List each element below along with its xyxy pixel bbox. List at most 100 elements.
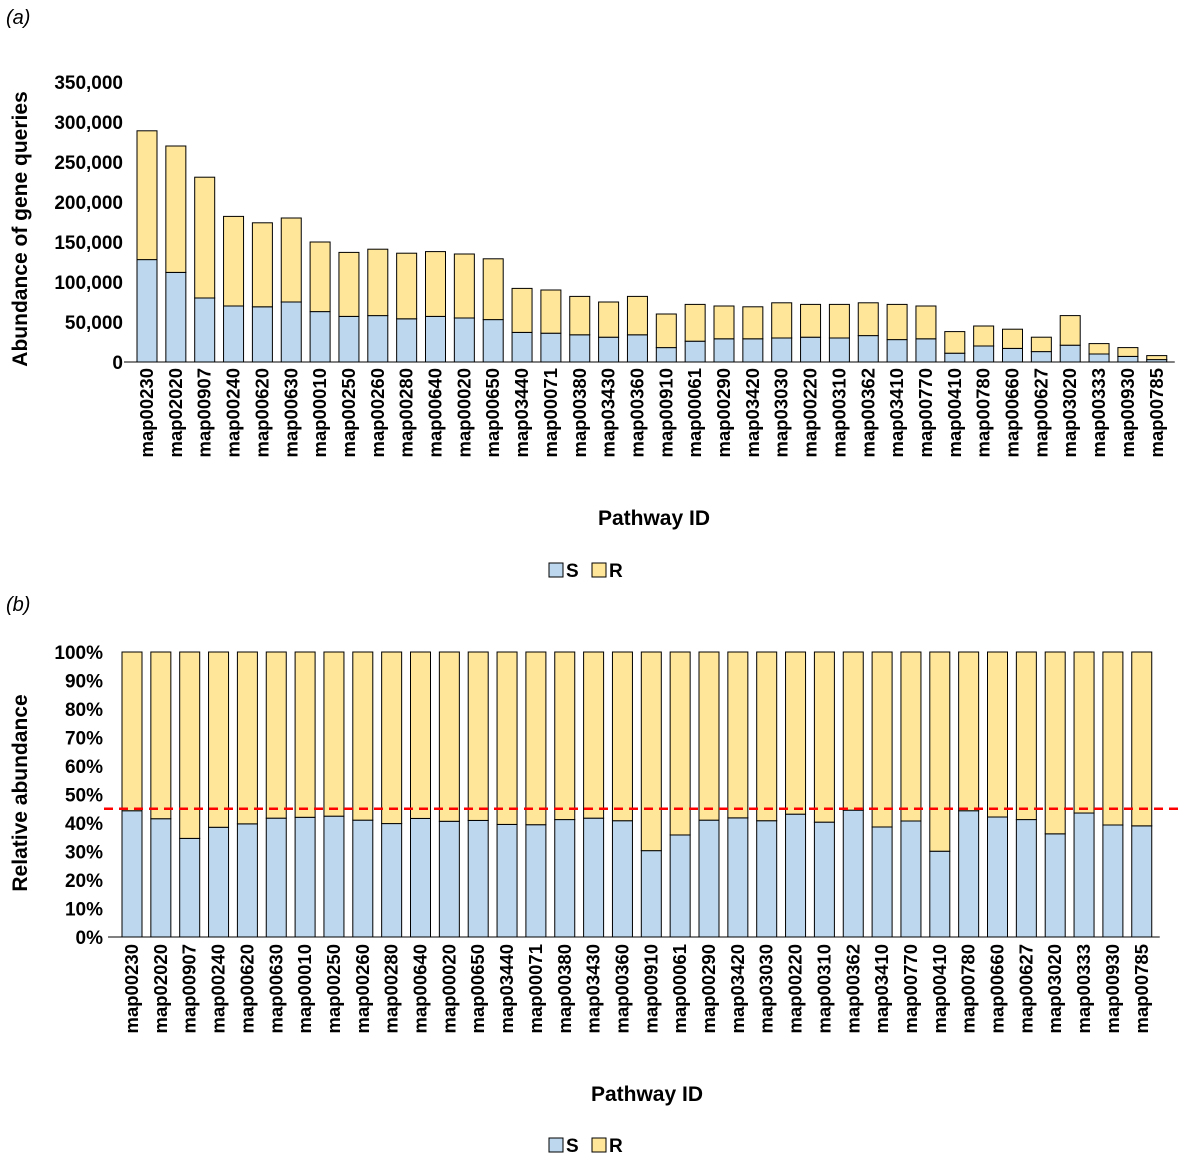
panel-a-bar-s-map00250 [338, 315, 360, 363]
panel-b-bar-s-map03430 [583, 817, 605, 938]
panel-b-x-tick-label: map00930 [1102, 944, 1123, 1033]
panel-a-bar-r-map00380 [569, 295, 591, 336]
panel-a-legend-swatch-s [548, 562, 564, 578]
panel-a-bar-s-map03410 [886, 339, 908, 363]
panel-b-legend-label-s: S [566, 1136, 579, 1157]
panel-a-bar-s-map00630 [280, 301, 302, 363]
panel-a-bar-s-map00362 [857, 335, 879, 363]
panel-a-bar-s-map02020 [165, 271, 187, 363]
panel-a-x-tick-label: map00620 [251, 368, 272, 457]
panel-b-x-tick-labels: map00230 map02020 map00907 map00240 map00620… [121, 944, 1152, 1033]
panel-a-bar-r-map00660 [1002, 328, 1023, 349]
panel-a-x-tick-label: map00061 [684, 368, 705, 457]
panel-b-bar-s-map00410 [929, 850, 951, 938]
panel-a-bar-s-map00071 [540, 332, 562, 363]
panel-b-bar-r-map00650 [467, 651, 489, 821]
panel-a-label: (a) [6, 7, 30, 29]
panel-a-y-tick-label: 150,000 [54, 233, 123, 254]
panel-b-x-tick-label: map00907 [179, 944, 200, 1033]
panel-b-x-tick-label: map00360 [611, 944, 632, 1033]
panel-a-bar-s-map03020 [1059, 344, 1081, 363]
panel-b-bar-s-map00220 [785, 813, 807, 938]
panel-b-x-tick-label: map00785 [1131, 944, 1152, 1033]
panel-a-x-tick-label: map00627 [1030, 368, 1051, 457]
panel-a-bar-s-map00280 [396, 318, 418, 363]
panel-b-y-tick-label: 100% [54, 643, 103, 664]
panel-a-bar-r-map03420 [742, 306, 764, 340]
panel-b-bar-s-map03020 [1044, 833, 1066, 938]
panel-a-bar-r-map03030 [771, 302, 793, 339]
panel-a-bar-r-map00627 [1030, 336, 1052, 353]
panel-a-bar-r-map00250 [338, 251, 360, 317]
panel-a-bar-s-map00310 [828, 337, 850, 363]
panel-a-bar-r-map00280 [396, 252, 418, 320]
panel-b-bar-r-map00630 [265, 651, 287, 819]
panel-b-x-tick-label: map00260 [352, 944, 373, 1033]
panel-b-x-tick-label: map00061 [669, 944, 690, 1033]
panel-b-bar-r-map00770 [900, 651, 922, 822]
panel-b-bar-r-map00907 [179, 651, 201, 839]
panel-a-bar-s-map00230 [136, 259, 158, 363]
panel-a-x-tick-label: map03420 [742, 368, 763, 457]
panel-a-bar-r-map03430 [598, 301, 620, 338]
panel-a-x-tick-label: map00380 [569, 368, 590, 457]
panel-b-legend-label-r: R [609, 1136, 623, 1157]
panel-b-bar-r-map03440 [496, 651, 518, 825]
panel-b-x-tick-label: map03030 [756, 944, 777, 1033]
panel-b-bar-r-map02020 [150, 651, 172, 820]
panel-a-x-tick-label: map00780 [973, 368, 994, 457]
panel-a-x-tick-label: map00230 [136, 368, 157, 457]
panel-b-x-tick-label: map00071 [525, 944, 546, 1033]
panel-b-x-tick-label: map00660 [987, 944, 1008, 1033]
panel-b-bar-s-map00250 [323, 815, 345, 938]
panel-a-bar-s-map00910 [655, 347, 677, 363]
panel-b-bar-s-map00020 [438, 820, 460, 938]
panel-a-x-tick-label: map00660 [1002, 368, 1023, 457]
panel-b-bar-s-map00260 [352, 819, 374, 938]
panel-b-bar-r-map00260 [352, 651, 374, 821]
panel-b-bar-r-map00240 [208, 651, 230, 828]
panel-b-bar-s-map00360 [611, 820, 633, 938]
panel-b-bar-r-map00930 [1102, 651, 1124, 826]
panel-a-legend-swatch-r [591, 562, 607, 578]
panel-b-x-tick-label: map00770 [900, 944, 921, 1033]
panel-b-bar-s-map00010 [294, 816, 316, 938]
panel-a-x-tick-label: map00630 [280, 368, 301, 457]
panel-a-bar-r-map00220 [800, 303, 822, 338]
panel-a-x-tick-label: map00770 [915, 368, 936, 457]
panel-a-x-tick-label: map00910 [655, 368, 676, 457]
panel-b-y-tick-label: 50% [65, 786, 103, 807]
panel-a-bar-s-map00660 [1002, 347, 1023, 363]
panel-b-y-tick-label: 20% [65, 871, 103, 892]
panel-b-y-tick-label: 60% [65, 757, 103, 778]
panel-b-y-tick-label: 70% [65, 729, 103, 750]
panel-a-bar-r-map00290 [713, 305, 735, 340]
panel-a-y-tick-label: 200,000 [54, 193, 123, 214]
panel-a-bar-s-map00620 [251, 306, 273, 363]
panel-b-x-tick-label: map00640 [410, 944, 431, 1033]
panel-a-x-tick-label: map00650 [482, 368, 503, 457]
panel-b-bar-s-map00230 [121, 810, 143, 938]
panel-b-bar-s-map03420 [727, 817, 749, 938]
panel-a-bar-r-map00310 [828, 303, 850, 339]
panel-b-bar-s-map00785 [1131, 825, 1153, 938]
panel-a-y-tick-label: 300,000 [54, 113, 123, 134]
panel-b-bar-s-map00240 [208, 826, 230, 938]
panel-a-bar-s-map00650 [482, 319, 504, 363]
panel-b-bar-r-map00250 [323, 651, 345, 817]
panel-b-x-tick-label: map02020 [150, 944, 171, 1033]
panel-b-bar-r-map00290 [698, 651, 720, 821]
panel-a-x-tick-label: map00930 [1117, 368, 1138, 457]
panel-b-bar-r-map03430 [583, 651, 605, 819]
panel-a-legend-label-r: R [609, 561, 623, 582]
panel-a-bar-r-map00230 [136, 130, 158, 261]
panel-a-bar-s-map00780 [973, 345, 995, 363]
panel-b-x-tick-label: map00333 [1073, 944, 1094, 1033]
panel-b-bar-r-map00627 [1015, 651, 1037, 821]
panel-b-bar-r-map00785 [1131, 651, 1153, 827]
panel-b-bar-s-map00380 [554, 819, 576, 938]
panel-a-x-tick-label: map00260 [367, 368, 388, 457]
panel-b-bars [121, 651, 1153, 938]
panel-b-x-axis-title: Pathway ID [591, 1083, 703, 1106]
panel-b-x-tick-label: map00010 [294, 944, 315, 1033]
